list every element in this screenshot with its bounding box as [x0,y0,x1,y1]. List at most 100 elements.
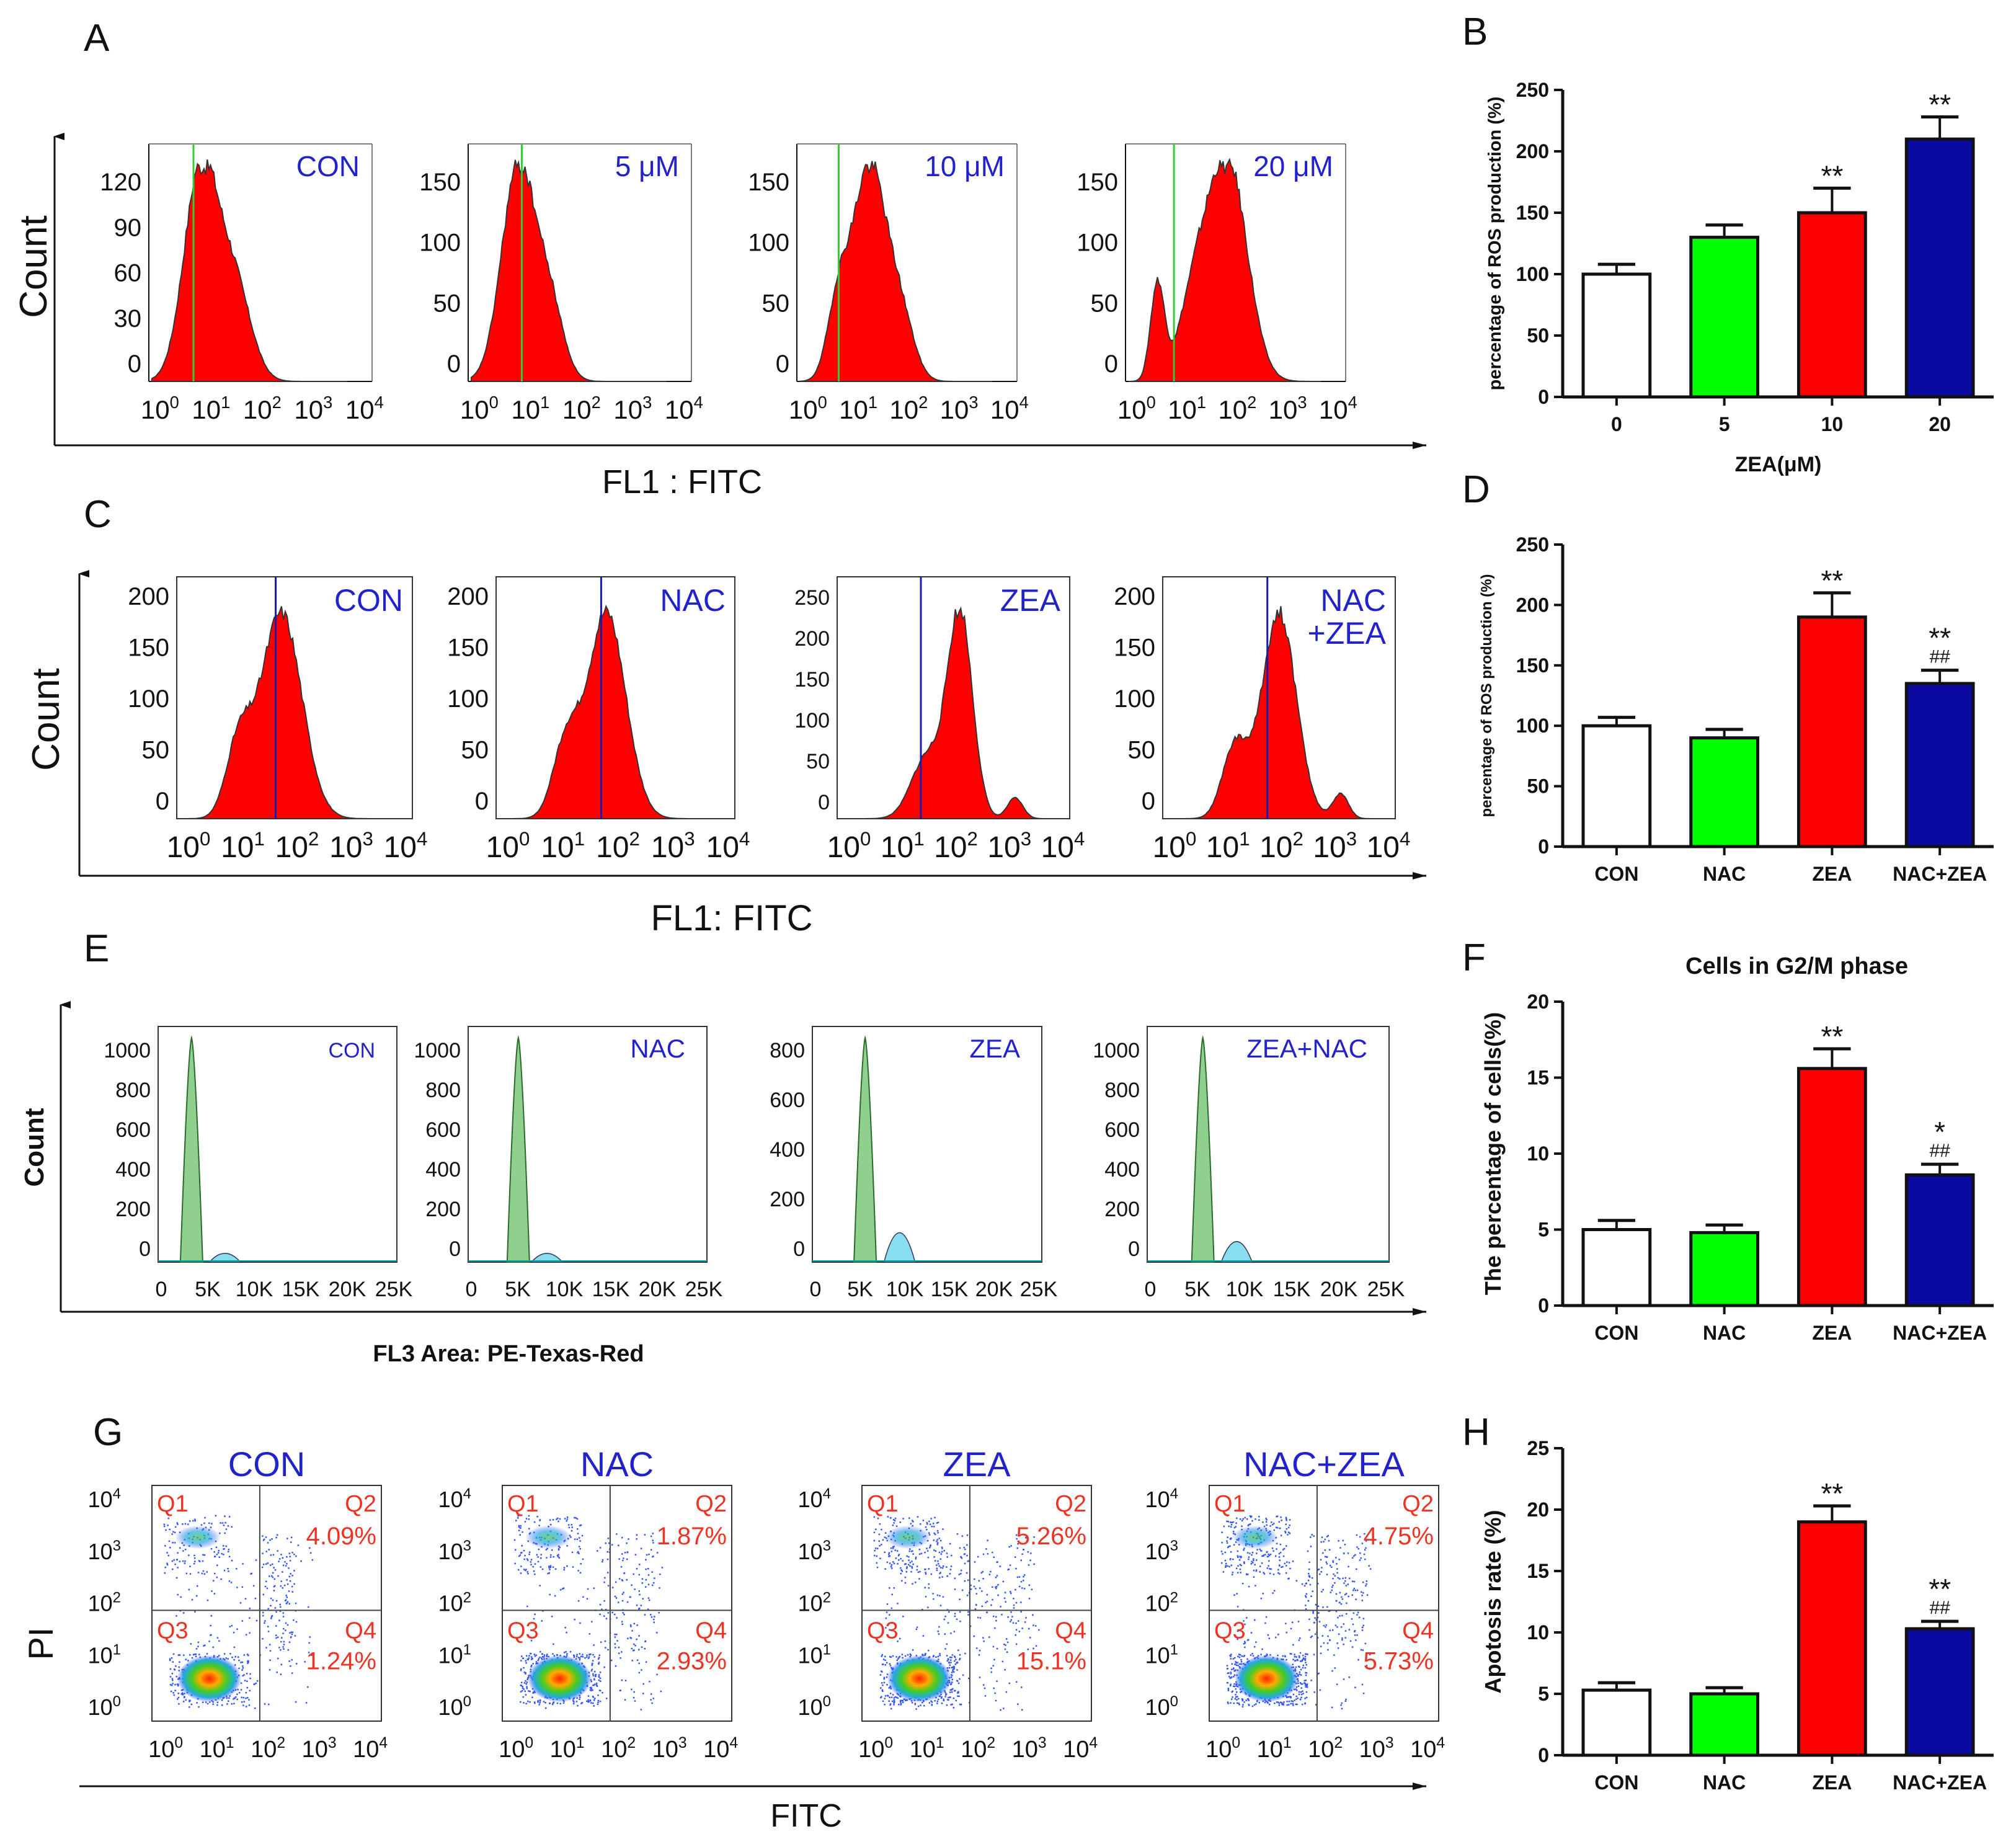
panel-g-dot [588,1654,590,1656]
panel-g-dot [629,1596,631,1598]
panel-e-xtick-2-5: 25K [1020,1278,1058,1301]
panel-g-dot [944,1696,946,1698]
panel-g-dot [216,1577,218,1578]
panel-g-dot [177,1654,180,1656]
panel-g-dot [1295,1580,1298,1582]
panel-g-dot [309,1636,311,1638]
panel-g-dot [647,1583,650,1585]
panel-g-dot [902,1699,904,1702]
panel-e-xtick-3-4: 20K [1320,1278,1358,1301]
panel-g-dot [166,1552,168,1554]
panel-g-dot [946,1566,948,1568]
panel-g-ytick-2-0: 104 [798,1485,831,1512]
panel-g-dot [1311,1534,1313,1536]
panel-g-dot [654,1616,655,1618]
panel-g-dot [950,1565,952,1567]
panel-g-dot [226,1703,228,1705]
panel-g-3-xtick-1: 101 [1257,1735,1292,1763]
panel-g-dot [184,1560,186,1562]
panel-g-dot [1228,1546,1230,1547]
panel-g-dot [892,1561,894,1563]
panel-g-dot [900,1572,902,1575]
panel-g-dot [189,1654,191,1656]
panel-a-histogram-fill-0 [151,159,347,382]
bar-chart-D-bar-2 [1797,615,1867,848]
panel-g-dot [269,1659,271,1661]
panel-g-dot [1292,1703,1294,1704]
panel-g-dot [601,1608,603,1611]
panel-g-dot [178,1670,180,1672]
panel-g-dot [636,1659,639,1661]
panel-g-dot [887,1516,889,1518]
panel-g-dot [881,1671,883,1673]
panel-a-sample-label-1: 5 μM [615,150,679,182]
panel-g-dot [1227,1536,1228,1538]
panel-g-dot [1292,1663,1294,1665]
panel-g-dot [189,1520,191,1522]
panel-g-dot [951,1688,953,1691]
panel-g-dot [1279,1552,1282,1554]
panel-g-dot [984,1687,986,1689]
bar-chart-H-ytick-label-5: 25 [1527,1437,1549,1459]
panel-g-dot [1233,1683,1235,1685]
panel-g-dot [518,1555,520,1557]
panel-g-dot [1023,1549,1025,1551]
panel-g-dot [982,1637,984,1639]
panel-g-dot [574,1538,576,1540]
panel-g-dot [206,1571,208,1573]
panel-g-ytick-3-0: 104 [1145,1485,1178,1512]
panel-g-dot [605,1542,606,1544]
bar-chart-B-ylabel: percentage of ROS production (%) [1485,97,1505,391]
panel-g-dot [515,1520,517,1521]
panel-g-dot [1230,1702,1232,1704]
panel-g-dot [197,1645,199,1647]
panel-g-dot [223,1525,225,1526]
panel-g-dot [195,1655,197,1657]
panel-g-dot [1285,1516,1287,1519]
panel-g-dot [286,1624,289,1626]
panel-g-dot [1294,1660,1296,1662]
panel-g-dot [974,1578,975,1580]
panel-g-dot [1005,1601,1006,1603]
panel-g-dot [1269,1525,1271,1527]
panel-e-ytick-0-4: 200 [115,1198,151,1221]
panel-g-dot [1284,1562,1286,1565]
panel-g-ytick-3-1: 103 [1145,1538,1178,1564]
panel-g-dot [901,1570,904,1572]
panel-g-dot [1353,1580,1356,1583]
panel-g-dot [177,1685,179,1687]
panel-g-dot [1267,1634,1269,1636]
panel-g-dot [1006,1638,1008,1640]
panel-g-dot [597,1701,599,1704]
panel-g-dot [654,1577,655,1579]
panel-g-dot [1256,1701,1258,1703]
panel-g-dot [1369,1568,1372,1570]
panel-g-dot [1305,1653,1307,1655]
panel-g-dot [1235,1669,1237,1671]
panel-g-dot [939,1567,942,1569]
panel-g-dot [879,1545,881,1547]
bar-chart-H-category-2: ZEA [1812,1771,1852,1794]
panel-g-dot [242,1667,244,1669]
panel-g-dot [970,1584,972,1587]
panel-g-dot [182,1693,184,1695]
panel-g-dot [1227,1546,1229,1549]
panel-g-dot [633,1696,635,1699]
panel-g-dot [1335,1593,1338,1595]
panel-g-dot [174,1531,176,1534]
panel-g-dot [1256,1549,1258,1551]
panel-g-dot [895,1656,897,1658]
panel-g-dot [892,1694,894,1696]
panel-g-dot [1231,1691,1233,1693]
panel-g-dot [979,1617,982,1619]
panel-g-dot [525,1662,527,1664]
panel-g-dot [1303,1658,1305,1660]
bar-chart-D-category-2: ZEA [1812,863,1852,885]
panel-g-dot [1362,1649,1364,1651]
panel-g-dot [211,1523,213,1525]
panel-g-dot [634,1700,636,1702]
panel-g-dot [1279,1527,1281,1529]
panel-g-dot [1253,1559,1254,1562]
